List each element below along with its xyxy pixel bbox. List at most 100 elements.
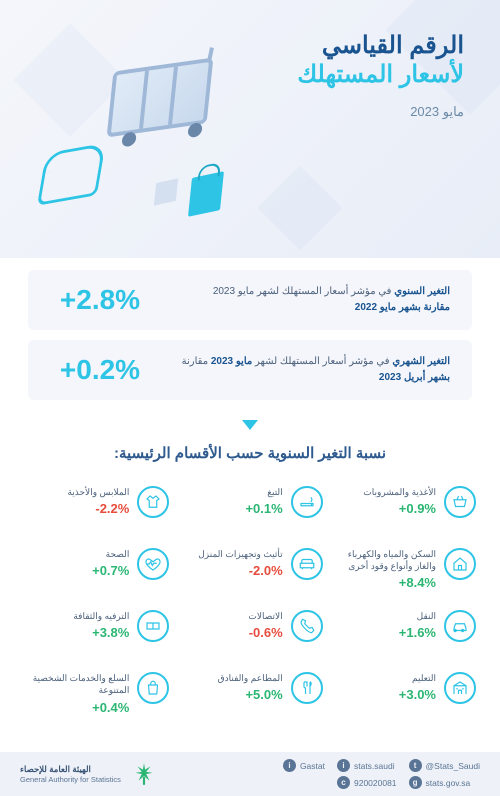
stat-text: التغير السنوي في مؤشر أسعار المستهلك لشه… — [150, 284, 450, 316]
category-label: التبغ — [177, 486, 282, 498]
categories-grid: الأغذية والمشروبات +0.9% التبغ +0.1% الملابس… — [0, 478, 500, 727]
category-text: النقل +1.6% — [331, 610, 436, 640]
car-icon — [444, 610, 476, 642]
phone-icon — [291, 610, 323, 642]
title-line-1: الرقم القياسي — [297, 32, 464, 61]
category-value: -0.6% — [177, 625, 282, 640]
cig-icon — [291, 486, 323, 518]
category-value: +8.4% — [331, 575, 436, 590]
category-label: التعليم — [331, 672, 436, 684]
category-text: المطاعم والفنادق +5.0% — [177, 672, 282, 702]
hero-illustration — [50, 55, 250, 235]
shirt-icon — [137, 486, 169, 518]
stat-value: +0.2% — [50, 354, 150, 386]
social-text: stats.saudi — [354, 761, 395, 771]
category-item: تأثيث وتجهيزات المنزل -2.0% — [173, 540, 326, 602]
category-value: +3.8% — [24, 625, 129, 640]
heart-icon — [137, 548, 169, 580]
report-date: مايو 2023 — [297, 104, 464, 120]
basket-icon — [444, 486, 476, 518]
footer-social-item[interactable]: g stats.gov.sa — [409, 776, 480, 789]
authority-text: الهيئة العامة للإحصاء General Authority … — [20, 764, 121, 784]
cart-icon — [110, 65, 210, 130]
footer-social-item[interactable]: t @Stats_Saudi — [409, 759, 480, 772]
category-value: +0.7% — [24, 563, 129, 578]
footer-authority: الهيئة العامة للإحصاء General Authority … — [20, 761, 157, 787]
social-text: Gastat — [300, 761, 325, 771]
category-item: الأغذية والمشروبات +0.9% — [327, 478, 480, 540]
category-value: +3.0% — [331, 687, 436, 702]
category-label: النقل — [331, 610, 436, 622]
footer-socials: t @Stats_Saudig stats.gov.sa i stats.saudi c9… — [283, 759, 480, 789]
category-item: الصحة +0.7% — [20, 540, 173, 602]
bag-icon — [188, 171, 224, 217]
category-item: التبغ +0.1% — [173, 478, 326, 540]
category-label: الملابس والأحذية — [24, 486, 129, 498]
category-value: +0.9% — [331, 501, 436, 516]
ticket-icon — [137, 610, 169, 642]
social-icon: i — [337, 759, 350, 772]
title-block: الرقم القياسي لأسعار المستهلك مايو 2023 — [297, 32, 464, 120]
category-item: النقل +1.6% — [327, 602, 480, 664]
footer-social-item[interactable]: c 920020081 — [337, 776, 397, 789]
category-value: +0.4% — [24, 700, 129, 715]
category-value: +1.6% — [331, 625, 436, 640]
category-label: السلع والخدمات الشخصية المتنوعة — [24, 672, 129, 696]
category-item: السكن والمياه والكهرباء والغاز وأنواع وق… — [327, 540, 480, 602]
gift-icon — [154, 178, 178, 205]
category-text: التبغ +0.1% — [177, 486, 282, 516]
category-label: الصحة — [24, 548, 129, 560]
category-text: السكن والمياه والكهرباء والغاز وأنواع وق… — [331, 548, 436, 590]
social-icon: t — [409, 759, 422, 772]
category-text: الاتصالات -0.6% — [177, 610, 282, 640]
category-value: +5.0% — [177, 687, 282, 702]
category-label: الاتصالات — [177, 610, 282, 622]
category-item: المطاعم والفنادق +5.0% — [173, 664, 326, 726]
hero-section: الرقم القياسي لأسعار المستهلك مايو 2023 — [0, 0, 500, 258]
sofa-icon — [291, 548, 323, 580]
stat-cards-container: التغير السنوي في مؤشر أسعار المستهلك لشه… — [0, 258, 500, 420]
category-value: +0.1% — [177, 501, 282, 516]
category-label: تأثيث وتجهيزات المنزل — [177, 548, 282, 560]
divider-arrow-icon — [0, 420, 500, 438]
category-text: الملابس والأحذية -2.2% — [24, 486, 129, 516]
category-label: السكن والمياه والكهرباء والغاز وأنواع وق… — [331, 548, 436, 572]
category-value: -2.0% — [177, 563, 282, 578]
social-icon: c — [337, 776, 350, 789]
categories-title: نسبة التغير السنوية حسب الأقسام الرئيسية… — [0, 444, 500, 462]
category-item: الاتصالات -0.6% — [173, 602, 326, 664]
title-line-2: لأسعار المستهلك — [297, 61, 464, 90]
social-text: stats.gov.sa — [426, 778, 471, 788]
home-icon — [444, 548, 476, 580]
social-icon: i — [283, 759, 296, 772]
social-text: @Stats_Saudi — [426, 761, 480, 771]
category-label: الترفيه والثقافة — [24, 610, 129, 622]
category-label: الأغذية والمشروبات — [331, 486, 436, 498]
stat-card-annual: التغير السنوي في مؤشر أسعار المستهلك لشه… — [28, 270, 472, 330]
footer-social-item[interactable]: i stats.saudi — [337, 759, 397, 772]
stat-text: التغير الشهري في مؤشر أسعار المستهلك لشه… — [150, 354, 450, 386]
category-text: الترفيه والثقافة +3.8% — [24, 610, 129, 640]
footer-social-item[interactable]: i Gastat — [283, 759, 325, 772]
stat-value: +2.8% — [50, 284, 150, 316]
category-text: الصحة +0.7% — [24, 548, 129, 578]
category-item: الترفيه والثقافة +3.8% — [20, 602, 173, 664]
category-item: التعليم +3.0% — [327, 664, 480, 726]
category-item: السلع والخدمات الشخصية المتنوعة +0.4% — [20, 664, 173, 726]
category-value: -2.2% — [24, 501, 129, 516]
social-icon: g — [409, 776, 422, 789]
basket-icon — [37, 159, 103, 206]
school-icon — [444, 672, 476, 704]
category-text: التعليم +3.0% — [331, 672, 436, 702]
fork-icon — [291, 672, 323, 704]
category-text: السلع والخدمات الشخصية المتنوعة +0.4% — [24, 672, 129, 714]
stat-card-monthly: التغير الشهري في مؤشر أسعار المستهلك لشه… — [28, 340, 472, 400]
logo-palm-icon — [131, 761, 157, 787]
category-text: تأثيث وتجهيزات المنزل -2.0% — [177, 548, 282, 578]
category-text: الأغذية والمشروبات +0.9% — [331, 486, 436, 516]
page-root: الرقم القياسي لأسعار المستهلك مايو 2023 … — [0, 0, 500, 796]
category-label: المطاعم والفنادق — [177, 672, 282, 684]
decor-square — [258, 166, 343, 251]
social-text: 920020081 — [354, 778, 397, 788]
footer-bar: t @Stats_Saudig stats.gov.sa i stats.saudi c9… — [0, 752, 500, 796]
